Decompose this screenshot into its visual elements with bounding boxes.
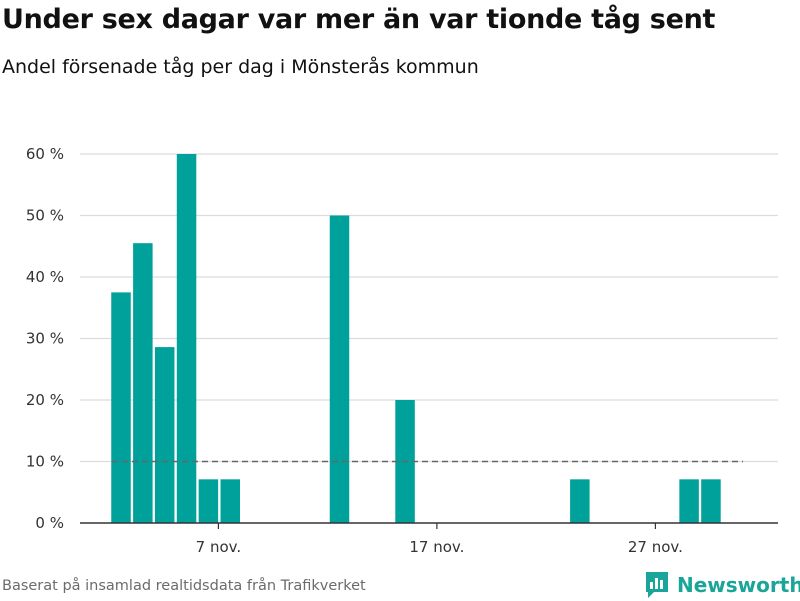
bar <box>570 479 590 523</box>
source-note: Baserat på insamlad realtidsdata från Tr… <box>2 578 366 594</box>
bar <box>111 292 131 523</box>
y-tick-label: 40 % <box>26 268 64 286</box>
chart-title: Under sex dagar var mer än var tionde tå… <box>2 4 716 35</box>
bar <box>329 215 350 523</box>
x-tick-label: 17 nov. <box>409 538 464 556</box>
bar <box>176 154 197 523</box>
newsworthy-logo-icon <box>646 572 668 598</box>
bar <box>679 479 699 523</box>
y-gridlines <box>80 153 778 463</box>
brand-name: Newsworthy <box>677 573 800 597</box>
y-tick-label: 50 % <box>26 207 64 225</box>
y-axis-labels: 0 % 10 % 20 % 30 % 40 % 50 % 60 % <box>26 145 64 532</box>
y-tick-label: 0 % <box>35 514 64 532</box>
bar <box>220 479 240 523</box>
bar <box>133 243 153 524</box>
bar <box>154 347 175 523</box>
y-tick-label: 20 % <box>26 391 64 409</box>
x-axis-ticks: 7 nov. 17 nov. 27 nov. <box>196 523 683 556</box>
x-tick-label: 7 nov. <box>196 538 241 556</box>
y-tick-label: 30 % <box>26 330 64 348</box>
bars <box>111 154 721 524</box>
brand-logo: Newsworthy <box>644 569 800 601</box>
bar <box>198 479 219 523</box>
y-tick-label: 60 % <box>26 145 64 163</box>
bar <box>701 479 721 523</box>
x-tick-label: 27 nov. <box>628 538 683 556</box>
chart-subtitle: Andel försenade tåg per dag i Mönsterås … <box>2 56 479 78</box>
y-tick-label: 10 % <box>26 453 64 471</box>
